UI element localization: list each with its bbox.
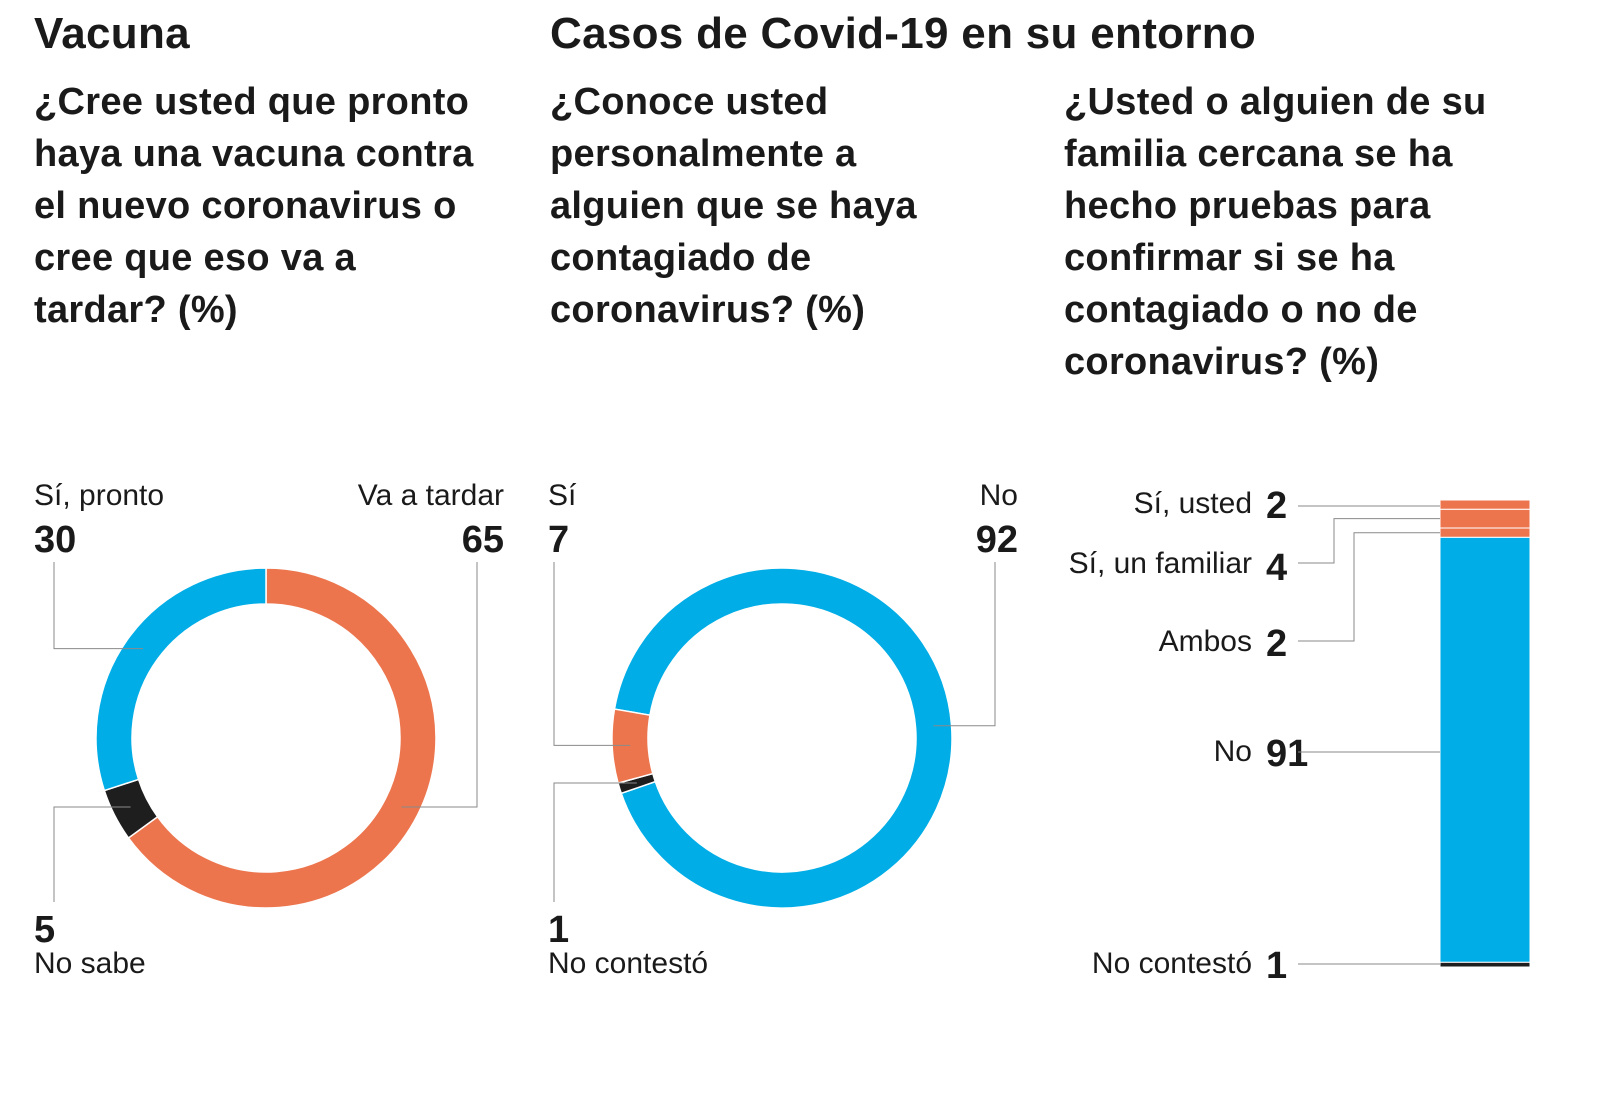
value-ambos: 2 — [1266, 623, 1288, 665]
section-title-casos: Casos de Covid-19 en su entorno — [550, 9, 1257, 58]
leader-no-contesto-1 — [553, 782, 637, 902]
donut-vacuna-slice-si-pronto — [95, 567, 267, 792]
section-title-vacuna: Vacuna — [34, 9, 190, 58]
label-va-a-tardar: Va a tardar — [357, 479, 504, 512]
label-si: Sí — [548, 479, 577, 512]
bar-segment-si-un-familiar — [1439, 508, 1531, 529]
question-pruebas: ¿Usted o alguien de su familia cercana s… — [1064, 81, 1487, 383]
donut-conoce-slice-si — [611, 708, 654, 785]
label-no-pruebas: No — [1213, 735, 1252, 768]
label-no-contesto-1: No contestó — [548, 947, 709, 980]
value-si: 7 — [548, 519, 570, 561]
bar-segment-si-usted — [1439, 499, 1531, 510]
value-no-contesto-3: 1 — [1266, 945, 1288, 987]
value-no-pruebas: 91 — [1266, 733, 1309, 775]
label-si-usted: Sí, usted — [1133, 487, 1252, 520]
label-no: No — [979, 479, 1018, 512]
question-vacuna: ¿Cree usted que pronto haya una vacuna c… — [34, 81, 474, 331]
leader-no-sabe — [53, 806, 131, 902]
leader-si-pronto — [53, 562, 144, 650]
leader-si — [553, 562, 631, 746]
value-si-pronto: 30 — [34, 519, 77, 561]
value-no-sabe: 5 — [34, 909, 56, 951]
value-si-usted: 2 — [1266, 485, 1288, 527]
leader-va-a-tardar — [401, 562, 478, 808]
bar-segment-no-contesto — [1439, 961, 1531, 968]
label-no-sabe: No sabe — [34, 947, 146, 980]
donut-conoce-slice-no — [613, 567, 953, 909]
leader-ambos — [1298, 532, 1440, 642]
label-no-contesto-3: No contestó — [1091, 947, 1252, 980]
bar-segment-no — [1439, 536, 1531, 963]
value-va-a-tardar: 65 — [461, 519, 504, 561]
label-si-pronto: Sí, pronto — [34, 479, 165, 512]
value-no-contesto-1: 1 — [548, 909, 570, 951]
label-si-un-familiar: Sí, un familiar — [1068, 547, 1252, 580]
donut-vacuna-slice-va-a-tardar — [127, 567, 437, 909]
question-conoce-contagiado: ¿Conoce usted personalmente a alguien qu… — [550, 81, 917, 331]
label-ambos: Ambos — [1158, 625, 1252, 658]
bar-segment-ambos — [1439, 527, 1531, 538]
leader-no — [933, 562, 996, 727]
value-si-un-familiar: 4 — [1266, 547, 1288, 589]
value-no: 92 — [975, 519, 1018, 561]
leader-si-un-familiar — [1298, 518, 1440, 564]
